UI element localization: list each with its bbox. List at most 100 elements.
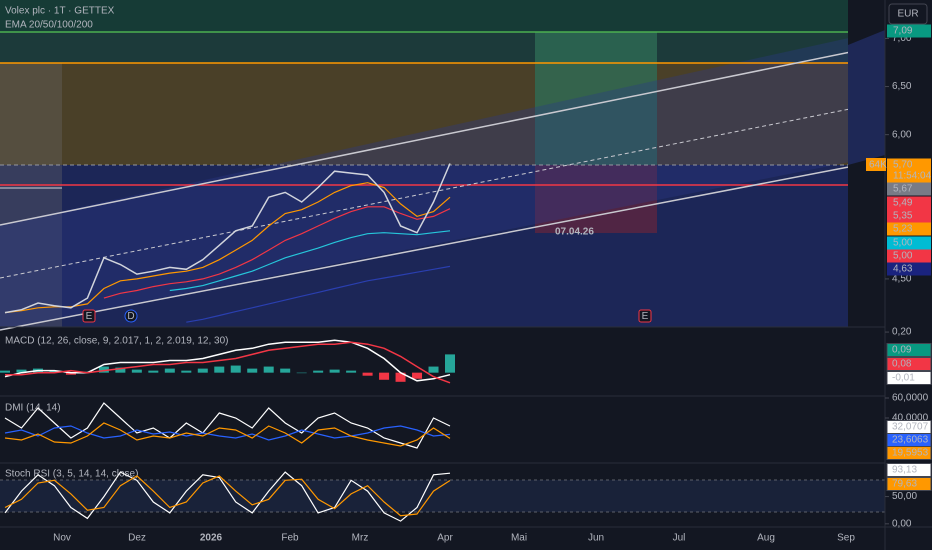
target-box — [535, 32, 657, 165]
y-tick-label: 50,00 — [892, 491, 917, 502]
stoch-title: Stoch RSI (3, 5, 14, 14, close) — [5, 469, 138, 480]
event-marker-label: D — [127, 311, 134, 322]
price-badge — [887, 196, 931, 210]
series-line — [4, 475, 451, 517]
series-line — [4, 339, 451, 382]
series-line — [4, 182, 451, 314]
histogram-bar — [346, 370, 357, 373]
blue-zone — [0, 165, 848, 327]
histogram-bar — [280, 368, 291, 373]
value-badge — [886, 371, 932, 385]
price-badge-label: 5,49 — [893, 198, 913, 209]
date-annotation: 07.04.26 — [555, 227, 594, 238]
value-badge-label: 32,0707 — [892, 422, 929, 433]
value-badge — [886, 446, 932, 460]
price-badge — [887, 249, 931, 263]
x-tick-label: Nov — [53, 533, 71, 544]
price-badge — [887, 262, 931, 276]
currency-button[interactable] — [888, 3, 928, 25]
x-tick-label: Mai — [511, 533, 527, 544]
histogram-bar — [247, 368, 258, 373]
value-badge-label: -0,01 — [892, 373, 915, 384]
symbol-title: Volex plc · 1T · GETTEX — [5, 6, 115, 17]
channel-lower — [0, 159, 886, 331]
histogram-bar — [329, 369, 340, 373]
left-box — [0, 63, 62, 327]
histogram-bar — [445, 354, 455, 373]
price-badge-label: 5,00 — [893, 251, 913, 262]
y-tick-label: 0,20 — [892, 327, 912, 338]
y-tick-label: 6,00 — [892, 129, 912, 140]
price-badge — [887, 182, 931, 196]
value-badge-label: 0,08 — [892, 359, 912, 370]
series-line — [4, 422, 451, 447]
value-badge-label: 93,13 — [892, 465, 917, 476]
value-badge — [886, 343, 932, 357]
histogram-bar — [115, 367, 126, 373]
event-marker — [638, 309, 652, 323]
macd-title: MACD (12, 26, close, 9, 2.017, 1, 2, 2.0… — [5, 336, 228, 347]
price-badge — [887, 158, 931, 172]
histogram-bar — [49, 370, 60, 373]
value-badge-label: 79,63 — [892, 479, 917, 490]
y-tick-label: 40,0000 — [892, 413, 929, 424]
histogram-bar — [0, 370, 10, 373]
event-marker-label: E — [642, 311, 649, 322]
volume-badge — [866, 158, 886, 171]
event-marker-label: E — [86, 311, 93, 322]
price-badge-label: 7,09 — [893, 26, 913, 37]
x-tick-label: Dez — [128, 533, 146, 544]
zone-band — [0, 32, 848, 63]
series-line — [4, 163, 451, 314]
indicator-legend: EMA 20/50/100/200 — [5, 20, 93, 31]
price-badge-label: 5,35 — [893, 211, 913, 222]
histogram-bar — [362, 372, 373, 376]
x-tick-label: Mrz — [352, 533, 369, 544]
currency-label: EUR — [897, 9, 918, 20]
x-tick-label: Sep — [837, 533, 855, 544]
value-badge — [886, 477, 932, 491]
histogram-bar — [65, 372, 76, 375]
histogram-bar — [230, 365, 241, 373]
price-badge-label: 5,00 — [893, 238, 913, 249]
histogram-bar — [395, 372, 406, 382]
histogram-bar — [98, 366, 109, 373]
price-badge — [887, 24, 931, 38]
value-badge — [886, 463, 932, 477]
value-badge-label: 0,09 — [892, 345, 912, 356]
x-tick-label: Aug — [757, 533, 775, 544]
y-tick-label: 6,50 — [892, 81, 912, 92]
value-badge-label: 23,6063 — [892, 435, 929, 446]
channel-mid — [0, 101, 886, 279]
histogram-bar — [296, 372, 307, 374]
x-tick-label: Jul — [673, 533, 686, 544]
series-line — [4, 471, 451, 522]
y-tick-label: 60,0000 — [892, 393, 929, 404]
price-badge-label: 5,67 — [893, 184, 913, 195]
x-tick-label: Apr — [437, 533, 453, 544]
price-badge — [887, 209, 931, 223]
stop-box — [535, 165, 657, 233]
price-badge — [887, 222, 931, 236]
histogram-bar — [197, 368, 208, 373]
channel-upper — [0, 44, 886, 226]
histogram-bar — [412, 372, 423, 379]
histogram-bar — [263, 366, 274, 373]
series-line — [4, 425, 451, 441]
price-badge-label: 5,23 — [893, 224, 913, 235]
histogram-bar — [313, 370, 324, 373]
y-tick-label: 7,00 — [892, 33, 912, 44]
volume-badge-label: 64K — [869, 160, 887, 171]
event-marker — [124, 309, 138, 323]
histogram-bar — [148, 370, 159, 373]
price-badge — [887, 236, 931, 250]
histogram-bar — [379, 372, 390, 380]
price-badge — [887, 169, 931, 183]
x-tick-label: Jun — [588, 533, 604, 544]
value-badge — [886, 357, 932, 371]
x-tick-label: 2026 — [200, 533, 223, 544]
green-zone — [0, 0, 848, 32]
dmi-title: DMI (14, 14) — [5, 403, 61, 414]
price-badge-label: 5,70 — [893, 160, 913, 171]
price-badge-label: 11:54:04 — [893, 171, 932, 182]
